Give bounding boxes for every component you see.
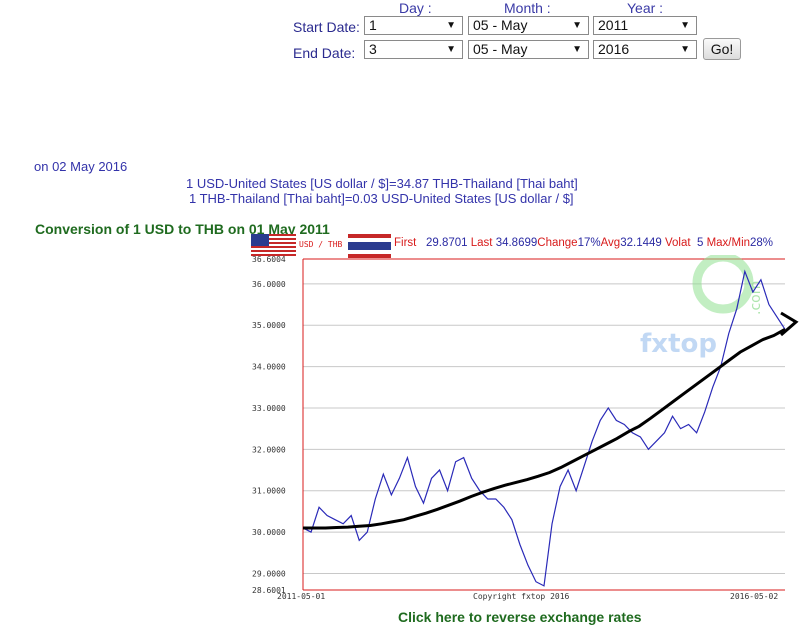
arrow-head-icon	[780, 311, 799, 337]
maxmin-value: 28%	[750, 237, 774, 249]
grid-lines	[303, 258, 785, 591]
first-value: 29.8701	[425, 237, 468, 249]
y-tick-label: 28.6001	[252, 586, 286, 595]
first-label: First	[394, 237, 417, 249]
thb-to-usd-rate: 1 THB-Thailand [Thai baht]=0.03 USD-Unit…	[189, 191, 574, 206]
y-tick-label: 33.0000	[252, 404, 286, 413]
dropdown-arrow-icon: ▼	[572, 20, 582, 31]
exchange-rate-chart: 36.6004 36.0000 35.0000 34.0000 33.0000 32.00…	[252, 255, 799, 601]
y-tick-label: 36.6004	[252, 255, 286, 264]
y-tick-label: 36.0000	[252, 280, 286, 289]
y-tick-label: 31.0000	[252, 487, 286, 496]
avg-value: 32.1449	[620, 237, 662, 249]
end-year-value: 2016	[598, 41, 630, 57]
x-tick-start: 2011-05-01	[277, 592, 325, 601]
start-month-value: 05 - May	[473, 17, 528, 33]
y-tick-labels: 36.6004 36.0000 35.0000 34.0000 33.0000 32.00…	[252, 255, 286, 595]
dropdown-arrow-icon: ▼	[446, 44, 456, 55]
change-value: 17%	[577, 237, 601, 249]
last-value: 34.8699	[495, 237, 538, 249]
end-month-select[interactable]: 05 - May ▼	[468, 40, 589, 59]
dropdown-arrow-icon: ▼	[446, 20, 456, 31]
end-month-value: 05 - May	[473, 41, 528, 57]
dropdown-arrow-icon: ▼	[572, 44, 582, 55]
x-tick-end: 2016-05-02	[730, 592, 778, 601]
month-header: Month :	[504, 0, 551, 16]
start-date-label: Start Date:	[293, 19, 360, 35]
thailand-flag-icon	[348, 234, 391, 258]
go-button[interactable]: Go!	[703, 38, 741, 60]
dropdown-arrow-icon: ▼	[680, 20, 690, 31]
end-day-select[interactable]: 3 ▼	[364, 40, 463, 59]
us-flag-icon	[251, 234, 296, 258]
chart-footer: Copyright fxtop 2016	[473, 592, 570, 601]
trend-line	[303, 328, 786, 530]
year-header: Year :	[627, 0, 664, 16]
y-tick-label: 32.0000	[252, 445, 286, 454]
rate-date: on 02 May 2016	[34, 159, 128, 174]
y-tick-label: 29.0000	[252, 569, 286, 578]
end-year-select[interactable]: 2016 ▼	[593, 40, 697, 59]
watermark-text: fxtop	[640, 329, 717, 359]
reverse-rates-link[interactable]: Click here to reverse exchange rates	[398, 609, 642, 625]
maxmin-label: Max/Min	[706, 237, 751, 249]
change-label: Change	[537, 237, 578, 249]
end-day-value: 3	[369, 41, 377, 57]
day-header: Day :	[399, 0, 432, 16]
conversion-title: Conversion of 1 USD to THB on 01 May 201…	[35, 221, 330, 237]
usd-thb-series	[302, 269, 786, 587]
volat-value: 5	[696, 237, 704, 249]
start-day-select[interactable]: 1 ▼	[364, 16, 463, 35]
volat-label: Volat	[664, 237, 691, 249]
dropdown-arrow-icon: ▼	[680, 44, 690, 55]
start-year-select[interactable]: 2011 ▼	[593, 16, 697, 35]
last-label: Last	[470, 237, 493, 249]
avg-label: Avg	[600, 237, 621, 249]
y-tick-label: 34.0000	[252, 363, 286, 372]
y-tick-label: 30.0000	[252, 528, 286, 537]
start-day-value: 1	[369, 17, 377, 33]
usd-to-thb-rate: 1 USD-United States [US dollar / $]=34.8…	[186, 176, 578, 191]
start-year-value: 2011	[598, 17, 629, 33]
start-month-select[interactable]: 05 - May ▼	[468, 16, 589, 35]
pair-label: USD / THB	[299, 240, 343, 249]
end-date-label: End Date:	[293, 45, 356, 61]
y-tick-label: 35.0000	[252, 321, 286, 330]
chart-stats: First 29.8701 Last 34.8699Change17%Avg32…	[394, 237, 773, 249]
